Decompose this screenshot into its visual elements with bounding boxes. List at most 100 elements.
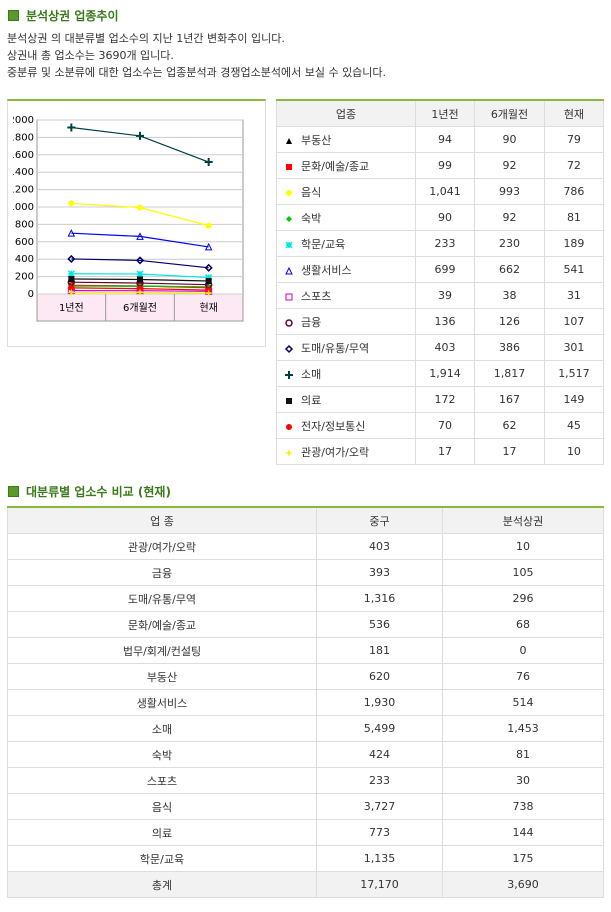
marker [204, 289, 213, 298]
cell: 0 [442, 637, 604, 664]
description-line: 상권내 총 업소수는 3690개 입니다. [7, 49, 174, 62]
value-cell: 149 [543, 386, 605, 413]
value-cell: 230 [474, 230, 545, 257]
row: 음식 3,727 738 [7, 793, 604, 820]
name-cell: 부동산 [276, 126, 416, 153]
value-cell: 107 [543, 308, 605, 335]
legend-marker [286, 215, 292, 222]
marker [285, 293, 293, 300]
legend-marker [285, 370, 293, 379]
marker [286, 397, 292, 404]
description: 분석상권 의 대분류별 업소수의 지난 1년간 변화추이 입니다. 상권내 총 업… [7, 30, 386, 81]
cell: 30 [442, 767, 604, 794]
cell: 393 [316, 559, 443, 586]
cell: 1,930 [316, 689, 443, 716]
header-cell: 중구 [316, 506, 443, 534]
series-name: 관광/여가/오락 [301, 445, 370, 459]
value-cell: 189 [543, 230, 605, 257]
cell: 296 [442, 585, 604, 612]
value-cell: 10 [543, 438, 605, 465]
series-name: 문화/예술/종교 [301, 159, 370, 173]
marker [286, 215, 292, 222]
row: 숙박 424 81 [7, 741, 604, 768]
name-cell: 생활서비스 [276, 256, 416, 283]
row: 부동산 620 76 [7, 663, 604, 690]
trend-table: 업종 1년전 6개월전 현재 부동산 94 90 79 문화/예술/종교 99 92 72 음식 1,04… [276, 99, 605, 465]
marker [67, 123, 76, 132]
cell: 10 [442, 533, 604, 560]
cell: 학문/교육 [7, 845, 317, 872]
marker [284, 344, 294, 353]
legend-marker [285, 293, 293, 300]
cell: 620 [316, 663, 443, 690]
value-cell: 386 [474, 334, 545, 361]
row: 도매/유통/무역 1,316 296 [7, 585, 604, 612]
value-cell: 38 [474, 282, 545, 309]
value-cell: 94 [414, 126, 476, 153]
cell: 514 [442, 689, 604, 716]
cell: 5,499 [316, 715, 443, 742]
y-tick-label: 1600 [9, 150, 34, 161]
legend-marker [286, 163, 292, 170]
cell: 1,316 [316, 585, 443, 612]
value-cell: 92 [474, 152, 545, 179]
row: 전자/정보통신 70 62 45 [276, 412, 605, 439]
chart-box [7, 99, 266, 347]
cell: 총계 [7, 871, 317, 898]
header-row: 업종 1년전 6개월전 현재 [276, 99, 605, 127]
value-cell: 99 [414, 152, 476, 179]
value-cell: 662 [474, 256, 545, 283]
cell: 536 [316, 611, 443, 638]
marker [67, 270, 75, 278]
row: 소매 5,499 1,453 [7, 715, 604, 742]
marker [68, 276, 75, 283]
marker [285, 318, 293, 327]
header-cell: 업 종 [7, 506, 317, 534]
value-cell: 39 [414, 282, 476, 309]
legend-marker [284, 344, 294, 353]
row: 스포츠 39 38 31 [276, 282, 605, 309]
legend-marker [285, 240, 293, 249]
series-name: 전자/정보통신 [301, 419, 366, 433]
y-tick-label: 1200 [9, 185, 34, 196]
cell: 금융 [7, 559, 317, 586]
value-cell: 126 [474, 308, 545, 335]
value-cell: 233 [414, 230, 476, 257]
value-cell: 403 [414, 334, 476, 361]
header-cell: 업종 [276, 99, 416, 127]
compare-table: 업 종 중구 분석상권 관광/여가/오락 403 10 금융 393 105 도매/유통/무역 1,… [7, 506, 604, 898]
marker [136, 131, 144, 140]
value-cell: 786 [543, 178, 605, 205]
cell: 관광/여가/오락 [7, 533, 317, 560]
cell: 법무/회계/컨설팅 [7, 637, 317, 664]
row: 생활서비스 699 662 541 [276, 256, 605, 283]
marker [136, 288, 144, 297]
name-cell: 관광/여가/오락 [276, 438, 416, 465]
cell: 233 [316, 767, 443, 794]
chart: 0 200 400 600 800 1000 1200 1400 1600 1800 2000 1년… [9, 115, 244, 322]
marker [205, 222, 212, 229]
value-cell: 31 [543, 282, 605, 309]
header-cell: 현재 [543, 99, 605, 127]
value-cell: 993 [474, 178, 545, 205]
legend-marker [285, 318, 293, 327]
header-cell: 6개월전 [474, 99, 545, 127]
marker [286, 189, 292, 196]
name-cell: 문화/예술/종교 [276, 152, 416, 179]
value-cell: 90 [414, 204, 476, 231]
cell: 1,453 [442, 715, 604, 742]
row: 의료 172 167 149 [276, 386, 605, 413]
marker [285, 266, 293, 274]
header-cell: 분석상권 [442, 506, 604, 534]
row: 부동산 94 90 79 [276, 126, 605, 153]
legend-marker [286, 397, 292, 404]
value-cell: 301 [543, 334, 605, 361]
series-name: 부동산 [301, 133, 332, 147]
cell: 81 [442, 741, 604, 768]
name-cell: 의료 [276, 386, 416, 413]
marker [286, 423, 292, 430]
value-cell: 1,817 [474, 360, 545, 387]
cell: 773 [316, 819, 443, 846]
row: 문화/예술/종교 99 92 72 [276, 152, 605, 179]
cell: 문화/예술/종교 [7, 611, 317, 638]
